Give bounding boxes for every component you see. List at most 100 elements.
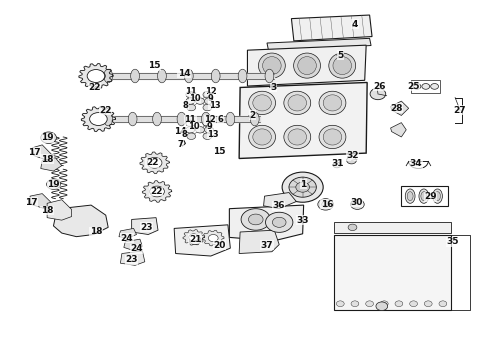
Text: 6: 6 [218, 115, 223, 124]
Bar [401, 186, 448, 206]
Circle shape [41, 132, 56, 143]
Ellipse shape [253, 95, 271, 111]
Circle shape [90, 113, 107, 126]
Ellipse shape [298, 57, 317, 75]
Polygon shape [30, 194, 52, 209]
Polygon shape [239, 230, 279, 253]
Text: 33: 33 [296, 216, 309, 225]
Polygon shape [132, 218, 158, 234]
Circle shape [248, 214, 263, 225]
Circle shape [370, 88, 386, 100]
Text: 15: 15 [148, 62, 161, 71]
Polygon shape [32, 145, 52, 160]
Ellipse shape [258, 53, 285, 78]
Polygon shape [239, 82, 367, 158]
Polygon shape [391, 101, 409, 116]
Text: 19: 19 [47, 180, 60, 189]
Text: 13: 13 [207, 130, 219, 139]
Circle shape [47, 179, 60, 189]
Polygon shape [391, 123, 406, 137]
Text: 9: 9 [208, 94, 214, 103]
Text: 25: 25 [407, 82, 420, 91]
Circle shape [410, 301, 417, 307]
Text: 31: 31 [332, 159, 344, 168]
Text: 22: 22 [88, 83, 101, 92]
Circle shape [186, 98, 195, 104]
Text: 24: 24 [130, 244, 143, 253]
Polygon shape [292, 15, 372, 41]
Circle shape [380, 301, 388, 307]
Ellipse shape [238, 69, 247, 83]
Ellipse shape [294, 53, 320, 78]
Text: 5: 5 [337, 51, 343, 60]
Text: 14: 14 [177, 69, 190, 78]
Polygon shape [267, 39, 371, 50]
Polygon shape [143, 181, 172, 202]
Ellipse shape [211, 69, 220, 83]
Text: 13: 13 [209, 101, 221, 110]
Text: 32: 32 [346, 151, 359, 160]
Polygon shape [119, 228, 137, 238]
Text: 9: 9 [207, 122, 213, 131]
Ellipse shape [248, 125, 275, 149]
Circle shape [346, 157, 356, 164]
Ellipse shape [421, 192, 427, 201]
Ellipse shape [433, 189, 442, 203]
Text: 35: 35 [446, 237, 459, 246]
Circle shape [266, 212, 293, 232]
Text: 10: 10 [189, 94, 201, 103]
Circle shape [187, 104, 196, 111]
Ellipse shape [104, 112, 113, 126]
Circle shape [186, 91, 195, 98]
Ellipse shape [284, 91, 311, 114]
Text: 12: 12 [204, 115, 216, 124]
Circle shape [196, 98, 204, 104]
Circle shape [196, 127, 204, 133]
Ellipse shape [288, 95, 307, 111]
Ellipse shape [226, 112, 235, 126]
Circle shape [272, 217, 286, 227]
Circle shape [395, 301, 403, 307]
Circle shape [350, 199, 364, 210]
Text: 24: 24 [121, 234, 133, 243]
Circle shape [186, 120, 195, 127]
Circle shape [322, 202, 330, 207]
Bar [411, 80, 441, 93]
Ellipse shape [323, 95, 342, 111]
Text: 1: 1 [300, 180, 307, 189]
Circle shape [187, 133, 196, 139]
Ellipse shape [153, 112, 161, 126]
Text: 18: 18 [90, 228, 102, 237]
Circle shape [439, 301, 447, 307]
Ellipse shape [248, 91, 275, 114]
Text: 22: 22 [150, 187, 162, 196]
Ellipse shape [419, 189, 429, 203]
Ellipse shape [177, 112, 186, 126]
Ellipse shape [250, 112, 259, 126]
Ellipse shape [407, 192, 413, 201]
Text: 20: 20 [214, 241, 226, 250]
Circle shape [348, 224, 357, 230]
Text: 17: 17 [27, 148, 40, 157]
Ellipse shape [319, 125, 346, 149]
Circle shape [351, 301, 359, 307]
Circle shape [296, 182, 310, 192]
Polygon shape [247, 45, 366, 86]
Polygon shape [47, 200, 72, 220]
Circle shape [204, 98, 213, 104]
Text: 11: 11 [185, 86, 197, 95]
Text: 15: 15 [213, 147, 226, 156]
Text: 3: 3 [270, 83, 276, 92]
Ellipse shape [323, 129, 342, 145]
Text: 34: 34 [410, 159, 422, 168]
Text: 26: 26 [373, 82, 386, 91]
Text: 17: 17 [24, 198, 37, 207]
Text: 19: 19 [41, 133, 53, 142]
Polygon shape [174, 225, 230, 256]
Circle shape [424, 301, 432, 307]
Circle shape [87, 69, 105, 82]
Circle shape [203, 133, 212, 139]
Polygon shape [79, 63, 113, 89]
Ellipse shape [253, 129, 271, 145]
Ellipse shape [184, 69, 193, 83]
